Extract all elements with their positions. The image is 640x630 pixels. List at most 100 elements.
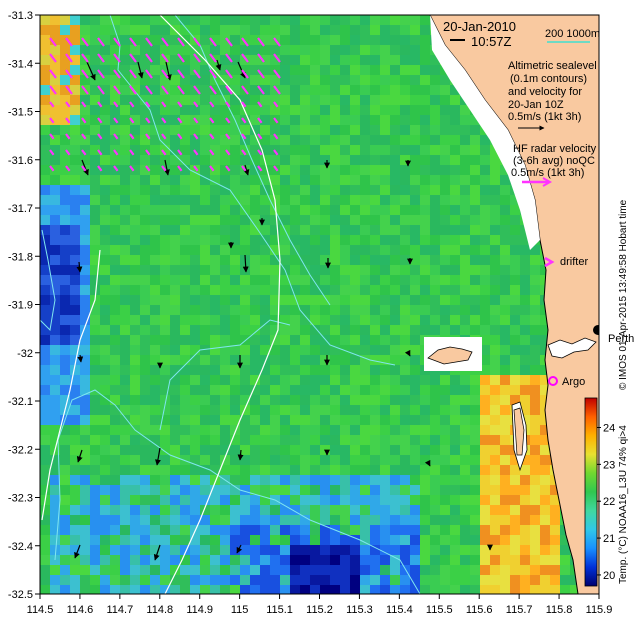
drifter-label: drifter — [560, 256, 588, 268]
radar-arrow — [177, 117, 183, 124]
velocity-arrow — [237, 61, 246, 79]
radar-arrow — [257, 165, 263, 172]
radar-arrow — [193, 53, 201, 63]
radar-scale-label: 0.5m/s (1kt 3h) — [511, 167, 584, 179]
radar-arrow — [241, 37, 249, 47]
radar-arrow — [145, 69, 153, 79]
velocity-arrow — [137, 61, 144, 79]
sst-field — [40, 15, 599, 594]
radar-arrow — [81, 165, 87, 172]
perth-marker — [593, 325, 599, 335]
radar-arrow — [161, 101, 167, 108]
radar-arrow — [129, 133, 135, 140]
x-tick-label: 115.4 — [386, 604, 413, 616]
radar-arrow — [65, 165, 71, 172]
radar-arrow — [129, 117, 135, 124]
radar-arrow — [209, 149, 215, 156]
radar-arrow — [113, 101, 119, 108]
radar-arrow — [225, 149, 231, 156]
radar-arrow — [97, 53, 105, 63]
radar-arrow — [145, 101, 151, 108]
radar-arrow — [161, 37, 169, 47]
y-tick-label: -32.1 — [8, 396, 33, 408]
radar-arrow — [97, 85, 105, 95]
radar-arrow — [145, 37, 153, 47]
credit-text: © IMOS 01-Apr-2015 13:49:58 Hobart time — [618, 199, 629, 390]
y-tick-label: -32.5 — [8, 589, 33, 601]
map-annotations: 20-Jan-2010 10:57Z 200 1000m Altimetric … — [443, 19, 634, 388]
radar-arrow — [65, 133, 71, 140]
radar-arrow — [273, 117, 279, 124]
radar-arrow — [209, 69, 217, 79]
radar-arrow — [273, 149, 279, 156]
radar-arrow — [97, 165, 103, 172]
radar-title-line-2: (3-6h avg) noQC — [513, 155, 595, 167]
velocity-arrow — [154, 447, 161, 466]
radar-arrow — [129, 53, 137, 63]
radar-arrow — [209, 85, 217, 95]
radar-arrow — [49, 101, 55, 108]
radar-arrow — [209, 101, 215, 108]
hf-radar-arrows — [49, 37, 281, 172]
radar-arrow — [177, 85, 185, 95]
radar-arrow — [257, 69, 265, 79]
x-tick-label: 115 — [231, 604, 249, 616]
x-tick-label: 115.1 — [266, 604, 293, 616]
radar-arrow — [177, 37, 185, 47]
radar-title-line-1: HF radar velocity — [513, 143, 597, 155]
velocity-arrow — [86, 61, 96, 81]
y-tick-label: -32 — [17, 348, 33, 360]
y-tick-label: -31.5 — [8, 107, 33, 119]
radar-arrow — [97, 37, 105, 47]
latitude-axis: -31.3 -31.4 -31.5 -31.6 -31.7 -31.8 -31.9 -32 -3… — [8, 10, 40, 601]
radar-arrow — [161, 53, 169, 63]
radar-arrow — [129, 69, 137, 79]
radar-arrow — [81, 117, 87, 124]
radar-arrow — [97, 101, 103, 108]
radar-arrow — [65, 37, 73, 47]
radar-arrow — [177, 101, 183, 108]
legend-title-line-4: 20-Jan 10Z — [508, 99, 564, 111]
y-tick-label: -32.2 — [8, 444, 33, 456]
radar-arrow — [257, 53, 265, 63]
radar-arrow — [49, 165, 55, 172]
radar-arrow — [257, 85, 265, 95]
colorbar-tick-label: 20 — [603, 570, 615, 582]
radar-arrow — [225, 165, 231, 172]
radar-arrow — [129, 149, 135, 156]
velocity-arrow — [242, 254, 249, 273]
longitude-axis: 114.5 114.6 114.7 114.8 114.9 115 115.1 115.2 11… — [27, 594, 612, 616]
velocity-arrow — [76, 261, 83, 273]
radar-arrow — [113, 133, 119, 140]
radar-arrow — [177, 165, 183, 172]
radar-arrow — [113, 165, 119, 172]
radar-arrow — [145, 117, 151, 124]
colorbar-tick-label: 24 — [603, 422, 615, 434]
radar-arrow — [225, 69, 233, 79]
coastline-land — [429, 15, 599, 594]
x-tick-label: 115.7 — [506, 604, 533, 616]
radar-arrow — [65, 149, 71, 156]
velocity-arrow — [236, 544, 243, 554]
radar-arrow — [81, 53, 89, 63]
rottnest-island — [427, 346, 473, 365]
velocity-arrow — [424, 459, 431, 467]
y-tick-label: -31.4 — [8, 58, 33, 70]
radar-arrow — [49, 117, 55, 124]
radar-arrow — [49, 133, 55, 140]
drifter-marker — [544, 256, 555, 268]
radar-arrow — [161, 85, 169, 95]
velocity-arrow — [163, 159, 170, 176]
radar-arrow — [97, 69, 105, 79]
radar-arrow — [241, 69, 249, 79]
y-tick-label: -31.8 — [8, 251, 33, 263]
radar-arrow — [145, 53, 153, 63]
x-tick-label: 115.3 — [346, 604, 373, 616]
radar-arrow — [257, 117, 263, 124]
velocity-arrow — [77, 354, 84, 363]
radar-arrow — [113, 69, 121, 79]
radar-arrow — [193, 133, 199, 140]
bathymetry-contours — [41, 15, 281, 594]
radar-arrow — [241, 165, 247, 172]
radar-arrow — [81, 37, 89, 47]
